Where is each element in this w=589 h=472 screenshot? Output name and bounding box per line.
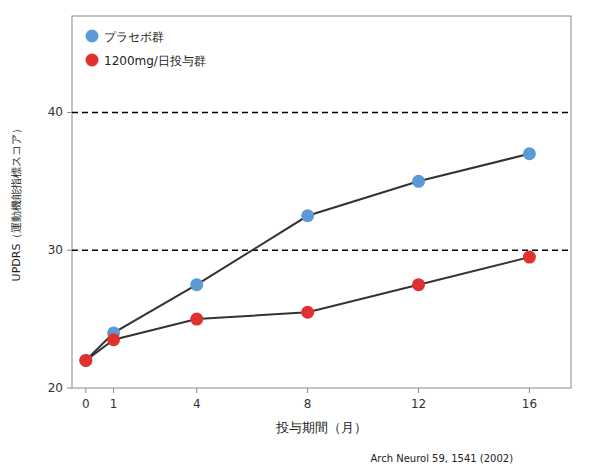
- x-tick: [113, 388, 114, 393]
- x-tick: [307, 388, 308, 393]
- y-tick: [67, 250, 72, 251]
- series-line: [86, 257, 530, 360]
- y-tick: [67, 388, 72, 389]
- chart-container: 0 1 4 8 12 16 20 30 40 投与期間（月） UPDRS（運動機能指標スコア） プラセ…: [0, 0, 589, 472]
- x-tick-label: 0: [82, 397, 90, 411]
- x-tick-label: 8: [304, 397, 312, 411]
- data-point: [107, 333, 120, 346]
- x-tick: [529, 388, 530, 393]
- plot-frame: [72, 16, 571, 388]
- x-tick-label: 1: [110, 397, 118, 411]
- data-point: [523, 147, 536, 160]
- y-axis: 20 30 40: [48, 105, 72, 395]
- data-point: [301, 306, 314, 319]
- x-tick-label: 4: [193, 397, 201, 411]
- y-tick: [67, 112, 72, 113]
- reference-line: [72, 112, 571, 114]
- x-tick: [85, 388, 86, 393]
- y-tick-label: 20: [48, 381, 63, 395]
- x-tick-label: 12: [411, 397, 426, 411]
- plot-area: [72, 112, 571, 367]
- x-tick: [418, 388, 419, 393]
- data-point: [412, 278, 425, 291]
- x-axis-label: 投与期間（月）: [275, 420, 367, 435]
- legend-label: 1200mg/日投与群: [104, 54, 206, 68]
- data-point: [523, 251, 536, 264]
- data-point: [79, 354, 92, 367]
- x-axis: 0 1 4 8 12 16: [82, 388, 537, 411]
- data-point: [301, 209, 314, 222]
- y-tick-label: 30: [48, 243, 63, 257]
- chart-svg: 0 1 4 8 12 16 20 30 40 投与期間（月） UPDRS（運動機能指標スコア） プラセ…: [0, 0, 589, 472]
- legend: プラセボ群 1200mg/日投与群: [86, 30, 206, 68]
- x-tick-label: 16: [522, 397, 537, 411]
- y-axis-label: UPDRS（運動機能指標スコア）: [10, 123, 23, 282]
- legend-swatch: [86, 30, 99, 43]
- x-tick: [196, 388, 197, 393]
- data-point: [190, 313, 203, 326]
- data-point: [190, 278, 203, 291]
- reference-line: [72, 249, 571, 251]
- y-tick-label: 40: [48, 105, 63, 119]
- data-point: [412, 175, 425, 188]
- legend-swatch: [86, 54, 99, 67]
- series-line: [86, 154, 530, 361]
- citation: Arch Neurol 59, 1541 (2002): [370, 453, 513, 464]
- legend-label: プラセボ群: [104, 30, 164, 44]
- data-point: [79, 354, 92, 367]
